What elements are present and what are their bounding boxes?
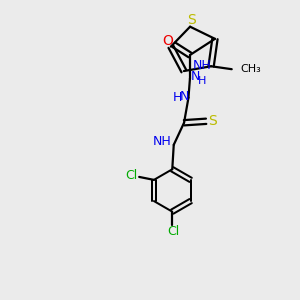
Text: N: N — [179, 90, 189, 103]
Text: Cl: Cl — [168, 225, 180, 238]
Text: N: N — [190, 70, 200, 83]
Text: S: S — [187, 13, 196, 27]
Text: H: H — [172, 91, 182, 103]
Text: NH: NH — [192, 59, 211, 72]
Text: CH₃: CH₃ — [241, 64, 261, 74]
Text: S: S — [208, 114, 217, 128]
Text: Cl: Cl — [125, 169, 137, 182]
Text: H: H — [198, 76, 206, 86]
Text: NH: NH — [153, 135, 171, 148]
Text: O: O — [162, 34, 173, 48]
